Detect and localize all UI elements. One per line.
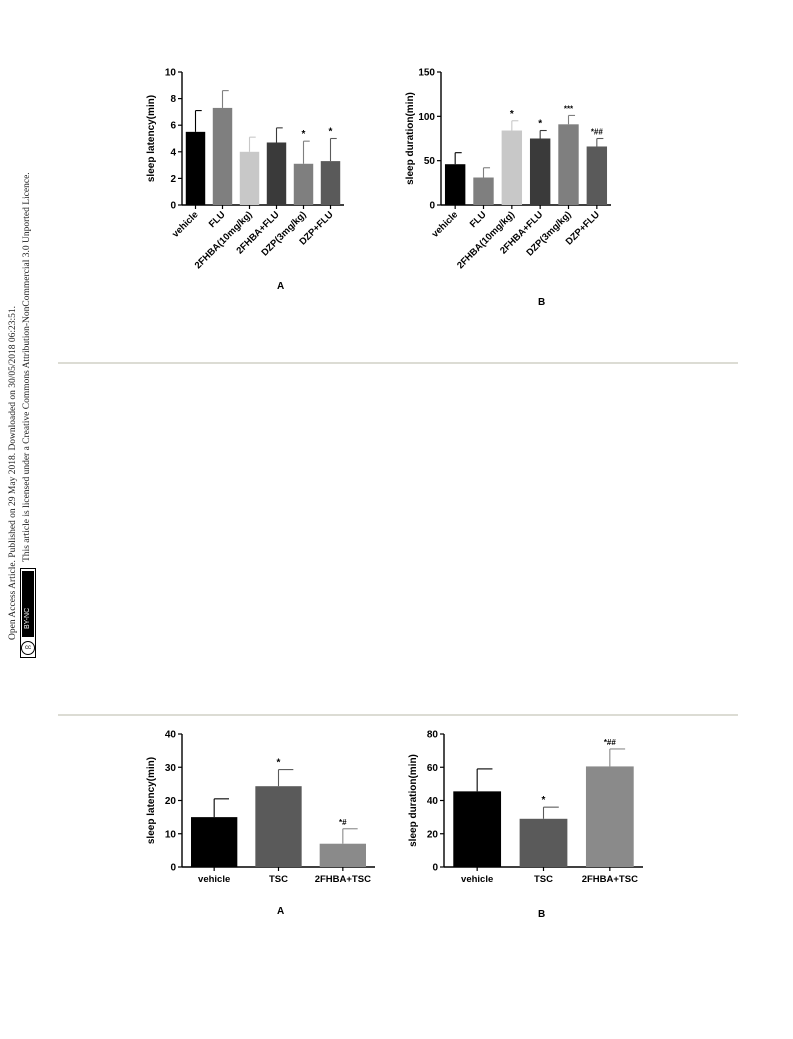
y-tick-label: 20 <box>427 829 439 840</box>
bar-3 <box>501 130 523 205</box>
x-tick-label: FLU <box>207 209 228 230</box>
x-tick-label: vehicle <box>170 209 201 240</box>
significance-marker: * <box>302 129 306 140</box>
x-tick-label: vehicle <box>461 874 493 885</box>
bar-1 <box>453 791 502 867</box>
y-axis-label: sleep latency(min) <box>146 95 157 182</box>
y-axis-label: sleep duration(min) <box>405 92 416 185</box>
significance-marker: * <box>277 758 281 769</box>
y-tick-label: 2 <box>170 174 176 185</box>
significance-marker: *** <box>564 104 574 113</box>
y-tick-label: 40 <box>165 730 177 741</box>
bar-2 <box>519 818 568 867</box>
significance-marker: * <box>329 127 333 138</box>
y-tick-label: 50 <box>424 156 436 167</box>
panel-label-top-b: B <box>538 297 546 308</box>
chart-sleep-duration-bottom: 0 20 40 60 80 sleep duration(min) vehicle * TSC *… <box>408 730 643 885</box>
y-tick-label: 0 <box>170 201 176 212</box>
y-tick-label: 0 <box>170 863 176 874</box>
bar-4 <box>529 138 551 205</box>
y-tick-label: 20 <box>165 796 177 807</box>
significance-marker: * <box>510 109 514 120</box>
cc-badge-background <box>22 571 34 637</box>
x-tick-label: vehicle <box>430 209 461 240</box>
section-divider-top <box>58 362 738 364</box>
y-tick-label: 150 <box>418 68 435 79</box>
significance-marker: *## <box>604 738 617 747</box>
x-tick-label: vehicle <box>198 874 230 885</box>
bar-3 <box>239 151 260 205</box>
significance-marker: *# <box>339 818 347 827</box>
significance-marker: * <box>542 795 546 806</box>
bar-2 <box>473 177 494 205</box>
y-tick-label: 10 <box>165 829 177 840</box>
x-tick-label: FLU <box>468 209 489 230</box>
bar-3 <box>585 766 634 867</box>
bar-3 <box>319 843 366 867</box>
y-tick-label: 100 <box>418 112 435 123</box>
y-tick-label: 8 <box>170 94 176 105</box>
bar-6 <box>320 161 341 205</box>
y-tick-label: 60 <box>427 763 439 774</box>
x-tick-label: TSC <box>269 874 288 885</box>
x-tick-label: TSC <box>534 874 553 885</box>
significance-marker: * <box>538 119 542 130</box>
y-axis-label: sleep latency(min) <box>146 757 157 844</box>
bar-2 <box>212 107 233 205</box>
sidebar-publication-line: Open Access Article. Published on 29 May… <box>8 305 18 640</box>
y-tick-label: 0 <box>432 863 438 874</box>
y-tick-label: 30 <box>165 763 177 774</box>
bar-1 <box>444 164 466 205</box>
cc-icon: cc <box>21 641 35 655</box>
panel-label-top-a: A <box>277 281 285 292</box>
panel-label-bottom-b: B <box>538 909 546 920</box>
bar-5 <box>558 124 579 205</box>
y-tick-label: 4 <box>170 147 176 158</box>
cc-badge-text: BY-NC <box>24 607 31 629</box>
y-tick-label: 10 <box>165 68 177 79</box>
chart-sleep-latency-bottom: 0 10 20 30 40 sleep latency(min) vehicle * TSC *#… <box>146 730 375 885</box>
bar-1 <box>185 131 206 205</box>
y-tick-label: 80 <box>427 730 439 741</box>
panel-label-bottom-a: A <box>277 906 285 917</box>
cc-license-badge[interactable]: BY-NC cc <box>20 568 36 658</box>
x-tick-label: 2FHBA+TSC <box>582 874 638 885</box>
y-tick-label: 6 <box>170 121 176 132</box>
y-axis-label: sleep duration(min) <box>408 754 419 847</box>
bar-1 <box>191 817 238 867</box>
x-tick-label: 2FHBA+TSC <box>315 874 371 885</box>
bar-6 <box>586 146 608 205</box>
section-divider-bottom <box>58 714 738 716</box>
license-sidebar: Open Access Article. Published on 29 May… <box>0 0 40 700</box>
bar-2 <box>255 786 302 867</box>
y-tick-label: 40 <box>427 796 439 807</box>
bar-4 <box>266 142 287 205</box>
significance-marker: *## <box>591 128 604 137</box>
sidebar-license-link[interactable]: This article is licensed under a Creativ… <box>22 172 32 562</box>
bar-5 <box>293 163 314 205</box>
y-tick-label: 0 <box>429 201 435 212</box>
